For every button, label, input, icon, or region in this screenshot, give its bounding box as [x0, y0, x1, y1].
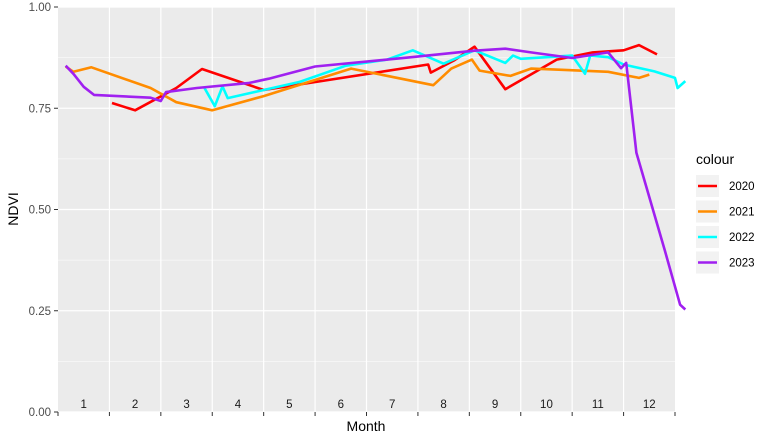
series-line-2023 — [64, 47, 687, 311]
month-label: 12 — [643, 399, 656, 411]
y-tick-label: 0.50 — [29, 205, 51, 217]
month-label: 6 — [338, 399, 344, 411]
legend-label-2021: 2021 — [729, 207, 755, 219]
y-tick-label: 0.00 — [29, 407, 51, 419]
month-label: 2 — [132, 399, 138, 411]
month-label: 4 — [235, 399, 242, 411]
month-label: 5 — [286, 399, 292, 411]
y-tick-label: 0.75 — [29, 103, 51, 115]
legend-label-2023: 2023 — [729, 258, 755, 270]
major-grid — [58, 6, 675, 413]
x-axis — [57, 412, 676, 416]
month-label: 7 — [389, 399, 395, 411]
month-label: 11 — [592, 399, 604, 411]
month-label: 10 — [540, 399, 553, 411]
month-label: 1 — [81, 399, 87, 411]
y-tick-label: 1.00 — [29, 2, 51, 14]
series-lines — [64, 43, 687, 311]
series-line-2022 — [203, 49, 687, 108]
legend: colour 2020 2021 2022 2023 — [696, 151, 755, 274]
legend-label-2022: 2022 — [729, 232, 755, 244]
y-axis: 0.00 0.25 0.50 0.75 1.00 — [29, 2, 58, 419]
month-labels: 1 2 3 4 5 6 7 8 9 10 11 12 — [81, 399, 656, 411]
legend-title: colour — [696, 151, 734, 167]
month-label: 9 — [492, 399, 498, 411]
y-axis-title: NDVI — [5, 192, 21, 225]
legend-label-2020: 2020 — [729, 181, 755, 193]
y-tick-label: 0.25 — [29, 306, 51, 318]
series-line-2021 — [64, 58, 650, 112]
month-label: 8 — [440, 399, 446, 411]
month-label: 3 — [183, 399, 189, 411]
x-axis-title: Month — [347, 418, 386, 434]
